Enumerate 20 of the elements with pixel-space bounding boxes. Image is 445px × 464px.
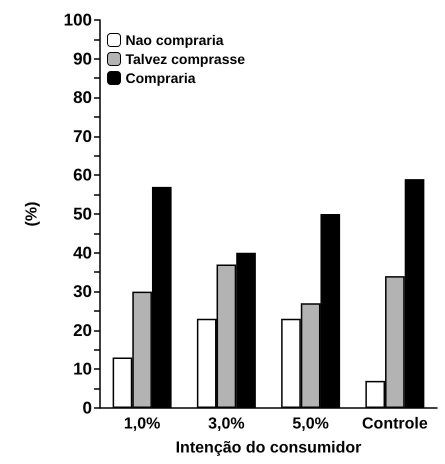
y-tick-label: 50 <box>73 204 92 224</box>
y-tick-label: 10 <box>73 360 92 379</box>
y-tick-label: 60 <box>73 166 92 185</box>
y-tick-label: 40 <box>73 243 92 262</box>
legend-label: Talvez comprasse <box>126 51 246 67</box>
x-tick-label: 5,0% <box>292 416 329 432</box>
y-tick-label: 100 <box>64 10 92 30</box>
y-tick-label: 90 <box>73 49 92 68</box>
y-tick-label: 0 <box>82 398 92 418</box>
y-tick-label: 80 <box>73 88 92 108</box>
legend-label: Compraria <box>126 70 196 86</box>
x-tick-label: Controle <box>362 416 428 432</box>
y-axis-title: (%) <box>24 202 40 226</box>
y-tick-label: 30 <box>73 282 92 302</box>
legend-label: Nao compraria <box>126 32 224 48</box>
x-tick-label: 1,0% <box>124 416 160 432</box>
x-axis-title: Intenção do consumidor <box>176 440 362 456</box>
x-tick-label: 3,0% <box>208 416 245 432</box>
y-tick-label: 20 <box>73 320 92 340</box>
y-tick-label: 70 <box>73 126 92 146</box>
